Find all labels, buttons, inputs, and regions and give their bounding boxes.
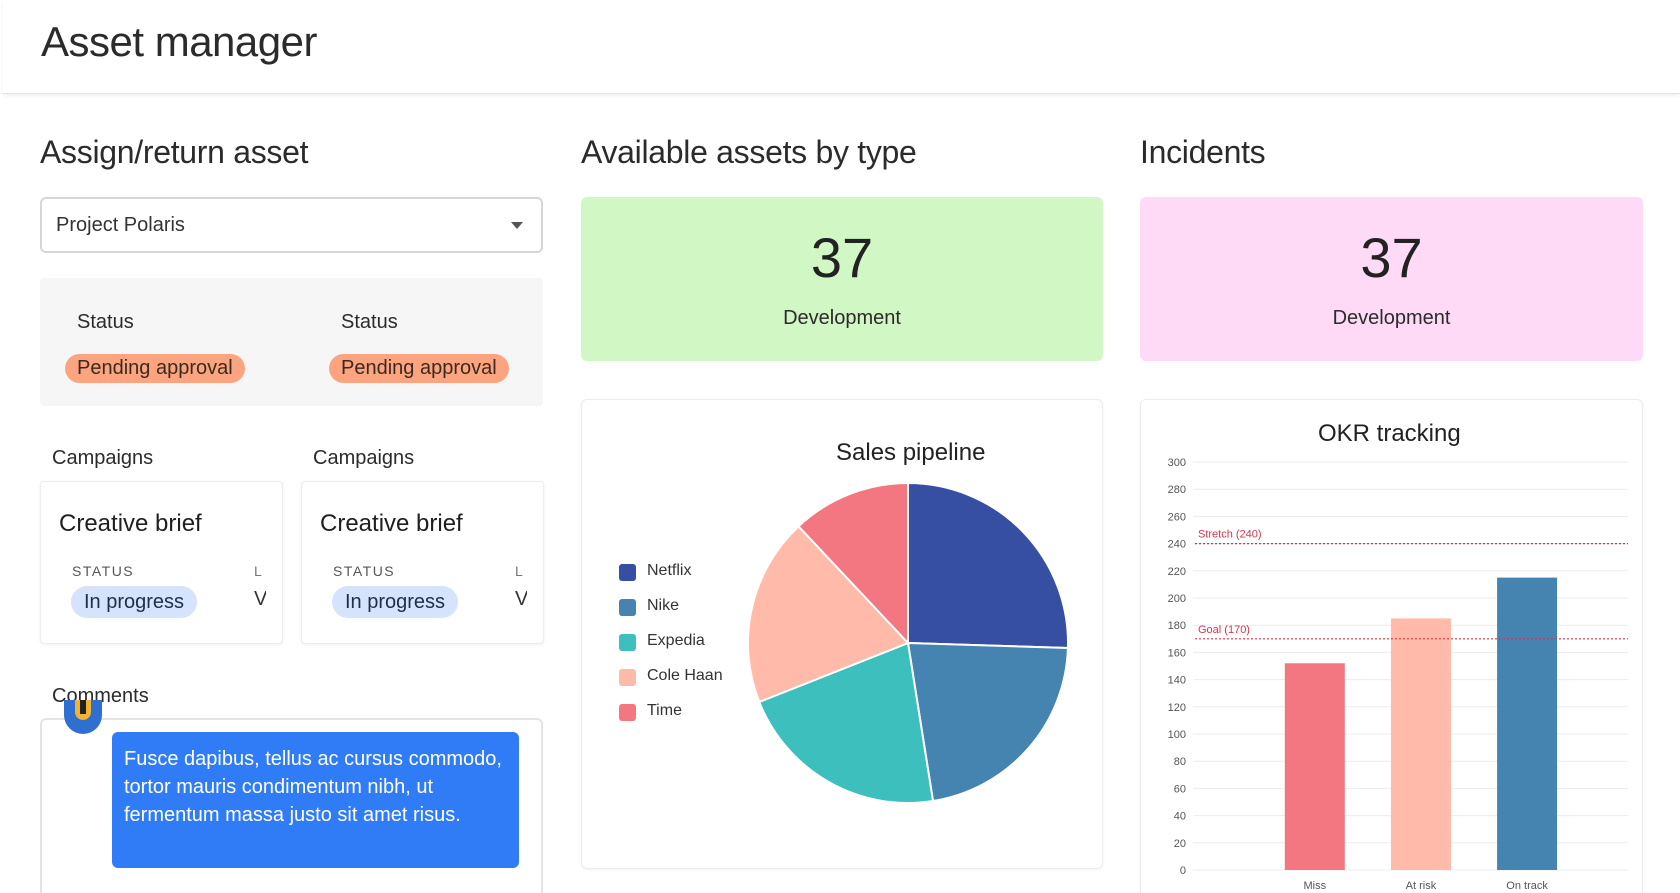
y-tick-label: 280 xyxy=(1168,484,1186,496)
legend-label: Netflix xyxy=(647,562,692,579)
y-tick-label: 20 xyxy=(1174,838,1186,850)
legend-label: Nike xyxy=(647,597,680,614)
app-title: Asset manager xyxy=(41,18,317,65)
available-stat-card: 37 Development xyxy=(581,197,1103,361)
app-header: Asset manager xyxy=(3,0,1680,94)
campaign-card-title: Creative brief xyxy=(320,510,463,537)
y-tick-label: 120 xyxy=(1168,702,1186,714)
x-tick-label: Miss xyxy=(1303,880,1326,892)
legend-swatch xyxy=(619,564,636,581)
y-tick-label: 60 xyxy=(1174,783,1186,795)
y-tick-label: 200 xyxy=(1168,593,1186,605)
campaign-card[interactable]: Creative brief STATUS L In progress V xyxy=(301,481,544,644)
bar-on-track[interactable] xyxy=(1497,577,1558,870)
status-panel: Status Pending approval Status Pending a… xyxy=(40,278,543,406)
avatar xyxy=(64,700,102,734)
pie-slice-cole-haan[interactable] xyxy=(747,524,910,704)
pie-slice-netflix[interactable] xyxy=(907,481,1069,650)
y-tick-label: 240 xyxy=(1168,539,1186,551)
status-group: Status Pending approval xyxy=(40,278,280,406)
reference-line-label: Stretch (240) xyxy=(1198,529,1262,541)
available-section-title: Available assets by type xyxy=(581,134,917,170)
campaign-card[interactable]: Creative brief STATUS L In progress V xyxy=(40,481,283,644)
pie-slice-time[interactable] xyxy=(797,481,909,646)
okr-tracking-bar-chart: 0 20 40 60 80 100 120 140 160 180 200 220 240 260 280 3… xyxy=(1168,457,1628,892)
y-tick-label: 100 xyxy=(1168,729,1186,741)
pie-slice-nike[interactable] xyxy=(906,641,1069,803)
campaign-status-label: STATUS xyxy=(333,563,396,579)
incidents-section-title: Incidents xyxy=(1140,134,1266,170)
avatar-hair xyxy=(80,700,86,714)
campaign-status-badge: In progress xyxy=(332,586,459,618)
bar-miss[interactable] xyxy=(1284,663,1345,870)
campaign-status-badge: In progress xyxy=(71,586,198,618)
status-badge: Pending approval xyxy=(329,354,509,383)
campaign-second-value: V xyxy=(515,588,527,611)
campaigns-heading: Campaigns xyxy=(52,447,154,469)
incidents-stat-card: 37 Development xyxy=(1140,197,1643,361)
y-tick-label: 140 xyxy=(1168,675,1186,687)
legend-swatch xyxy=(619,634,636,651)
chevron-down-icon xyxy=(511,222,523,229)
reference-line-label: Goal (170) xyxy=(1198,624,1250,636)
y-tick-label: 0 xyxy=(1180,865,1186,877)
y-tick-label: 300 xyxy=(1168,457,1186,469)
y-tick-label: 40 xyxy=(1174,811,1186,823)
stat-value: 37 xyxy=(810,226,874,289)
stat-label: Development xyxy=(1332,307,1451,329)
status-badge: Pending approval xyxy=(65,354,245,383)
sales-pipeline-pie xyxy=(747,481,1069,804)
legend-swatch xyxy=(619,599,636,616)
y-tick-label: 220 xyxy=(1168,566,1186,578)
okr-tracking-title: OKR tracking xyxy=(1318,420,1461,447)
campaign-second-label: L xyxy=(515,563,523,579)
y-tick-label: 80 xyxy=(1174,756,1186,768)
y-tick-label: 180 xyxy=(1168,620,1186,632)
stat-label: Development xyxy=(783,307,901,329)
stat-value: 37 xyxy=(1360,226,1423,289)
pie-slice-expedia[interactable] xyxy=(757,641,935,804)
campaign-card-title: Creative brief xyxy=(59,510,202,537)
status-label: Status xyxy=(77,311,134,333)
x-tick-label: On track xyxy=(1506,880,1548,892)
y-tick-label: 260 xyxy=(1168,511,1186,523)
campaign-status-label: STATUS xyxy=(72,563,135,579)
sales-pipeline-title: Sales pipeline xyxy=(836,439,986,466)
legend-label: Cole Haan xyxy=(647,667,723,684)
legend-label: Expedia xyxy=(647,632,705,649)
status-group: Status Pending approval xyxy=(304,278,544,406)
campaign-second-value: V xyxy=(254,588,266,611)
campaign-second-label: L xyxy=(254,563,262,579)
bar-at-risk[interactable] xyxy=(1390,618,1451,870)
project-select-value: Project Polaris xyxy=(56,214,185,236)
x-tick-label: At risk xyxy=(1406,880,1437,892)
legend-swatch xyxy=(619,669,636,686)
y-tick-label: 160 xyxy=(1168,647,1186,659)
assign-section-title: Assign/return asset xyxy=(40,134,309,170)
campaigns-heading: Campaigns xyxy=(313,447,415,469)
legend-swatch xyxy=(619,704,636,721)
legend-label: Time xyxy=(647,702,682,719)
status-label: Status xyxy=(341,311,398,333)
comment-bubble: Fusce dapibus, tellus ac cursus commodo,… xyxy=(112,732,519,868)
project-select[interactable]: Project Polaris xyxy=(40,197,543,253)
